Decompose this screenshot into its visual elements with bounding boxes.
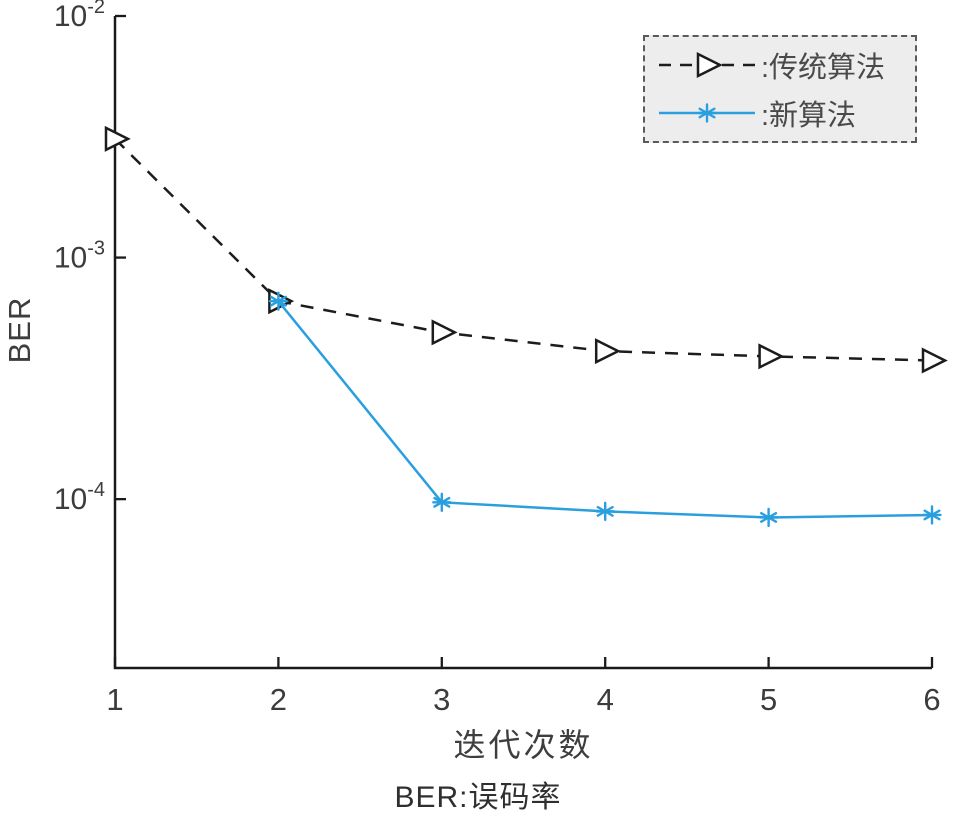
- marker-asterisk: [697, 103, 717, 124]
- marker-triangle: [594, 338, 621, 365]
- x-tick-label: 2: [270, 682, 287, 717]
- figure-caption: BER:误码率: [394, 781, 562, 814]
- x-tick-label: 5: [760, 682, 777, 717]
- x-tick-label: 3: [433, 682, 450, 717]
- y-axis-label: BER: [2, 296, 37, 364]
- series-line-traditional: [114, 137, 933, 362]
- y-tick-label: 10-4: [54, 479, 105, 516]
- x-tick-label: 1: [106, 682, 123, 717]
- x-axis-label: 迭代次数: [453, 727, 594, 763]
- legend: :传统算法 :新算法: [643, 35, 917, 143]
- marker-triangle: [431, 319, 458, 346]
- x-tick-label: 4: [597, 682, 614, 717]
- legend-item-new: :新算法: [655, 90, 905, 136]
- marker-triangle: [921, 347, 948, 374]
- marker-triangle: [104, 125, 131, 152]
- marker-asterisk: [268, 291, 289, 311]
- legend-label-new: :新算法: [761, 100, 857, 133]
- legend-line-sample-traditional: [659, 51, 755, 78]
- legend-label-traditional: :传统算法: [761, 51, 886, 84]
- y-tick-label: 10-3: [54, 238, 105, 275]
- y-tick-label: 10-2: [54, 0, 105, 33]
- x-tick-label: 6: [923, 682, 940, 717]
- legend-item-traditional: :传统算法: [655, 42, 905, 88]
- marker-asterisk: [922, 505, 942, 525]
- series-line-new: [277, 300, 933, 519]
- marker-asterisk: [595, 501, 615, 522]
- marker-triangle: [696, 51, 723, 78]
- marker-triangle: [758, 343, 785, 370]
- marker-asterisk: [432, 492, 452, 513]
- legend-line-sample-new: [659, 103, 755, 124]
- marker-asterisk: [758, 507, 779, 528]
